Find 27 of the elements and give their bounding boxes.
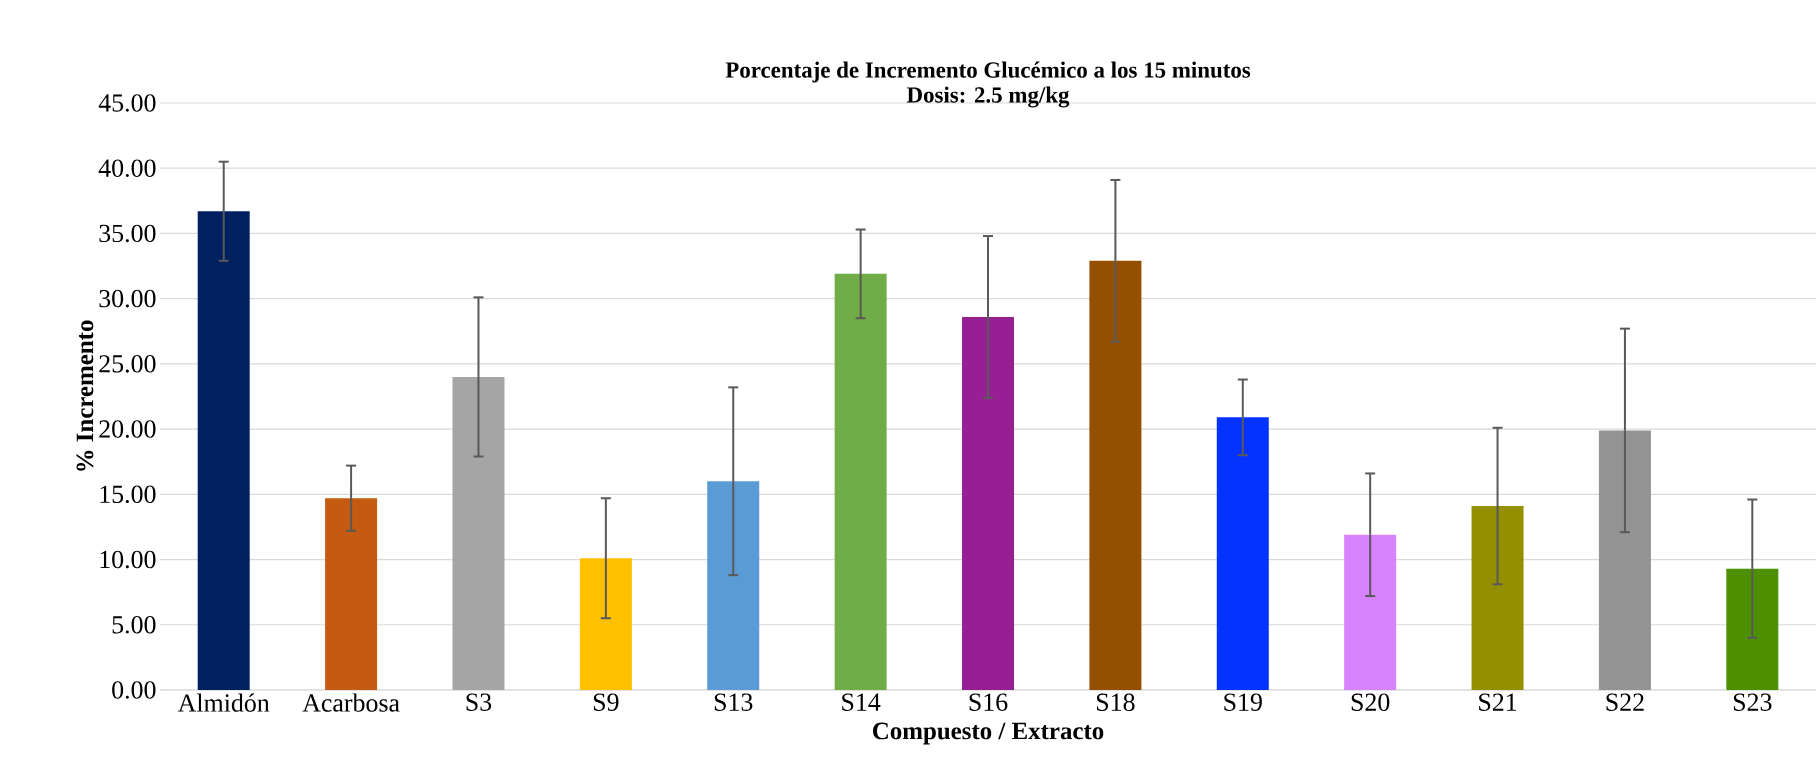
x-tick-label: S19 — [1224, 693, 1262, 711]
x-tick-label: S9 — [593, 693, 619, 711]
y-tick-label: 0.00 — [112, 681, 156, 699]
y-tick-label: 5.00 — [112, 615, 156, 634]
x-tick-label: S13 — [714, 693, 753, 711]
x-tick-label: Acarbosa — [302, 693, 400, 712]
x-tick-label: Almidón — [177, 693, 270, 712]
x-axis-title: Compuesto / Extracto — [873, 722, 1104, 745]
x-tick-label: S20 — [1351, 693, 1390, 711]
x-tick-label: S16 — [969, 693, 1008, 711]
x-tick-label: S14 — [842, 693, 881, 711]
y-tick-label: 15.00 — [100, 485, 156, 504]
y-tick-label: 20.00 — [99, 420, 156, 438]
y-tick-label: 45.00 — [98, 94, 156, 112]
x-tick-label: S18 — [1096, 693, 1135, 711]
x-tick-label: S3 — [466, 693, 492, 711]
chart-title: Porcentaje de Incremento Glucémico a los 15 minutos — [725, 61, 1251, 83]
y-tick-label: 30.00 — [99, 289, 156, 308]
x-tick-label: S23 — [1733, 693, 1772, 711]
y-tick-label: 25.00 — [99, 355, 156, 373]
x-tick-label: S22 — [1606, 693, 1644, 711]
y-axis-title: % Incremento — [76, 320, 94, 471]
y-tick-label: 10.00 — [100, 550, 156, 569]
y-tick-label: 35.00 — [99, 224, 156, 243]
x-tick-label: S21 — [1479, 693, 1517, 711]
y-tick-label: 40.00 — [98, 159, 156, 177]
chart-subtitle: Dosis: 2.5 mg/kg — [906, 86, 1070, 108]
